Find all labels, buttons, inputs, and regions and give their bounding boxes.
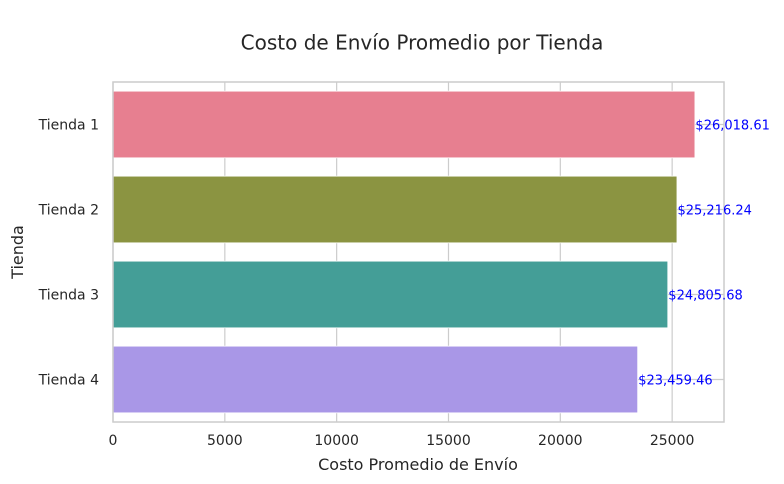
chart-title: Costo de Envío Promedio por Tienda [241, 31, 604, 55]
x-tick-label: 25000 [650, 433, 695, 449]
y-tick-labels: Tienda 1 Tienda 2 Tienda 3 Tienda 4 [38, 118, 99, 389]
data-label: $26,018.61 [695, 119, 769, 134]
data-label: $25,216.24 [677, 204, 751, 219]
x-tick-label: 20000 [538, 433, 583, 449]
x-tick-label: 10000 [314, 433, 359, 449]
y-axis-label: Tienda [8, 225, 27, 280]
plot-frame [112, 81, 725, 423]
x-tick-label: 0 [109, 433, 118, 449]
bar [112, 90, 696, 159]
x-tick-label: 5000 [207, 433, 243, 449]
bar [112, 260, 669, 329]
y-tick-label: Tienda 1 [38, 118, 99, 134]
bar [112, 175, 678, 244]
data-labels: $26,018.61 $25,216.24 $24,805.68 $23,459.46 [638, 119, 770, 389]
y-tick-label: Tienda 4 [38, 373, 99, 389]
y-tick-label: Tienda 3 [38, 288, 99, 304]
x-tick-labels: 0 5000 10000 15000 20000 25000 [109, 433, 695, 449]
y-tick-label: Tienda 2 [38, 203, 99, 219]
x-axis-label: Costo Promedio de Envío [318, 455, 518, 474]
x-tick-label: 15000 [426, 433, 471, 449]
data-label: $24,805.68 [668, 289, 742, 304]
bar [112, 345, 639, 414]
data-label: $23,459.46 [638, 374, 712, 389]
bar-layer [112, 90, 696, 414]
